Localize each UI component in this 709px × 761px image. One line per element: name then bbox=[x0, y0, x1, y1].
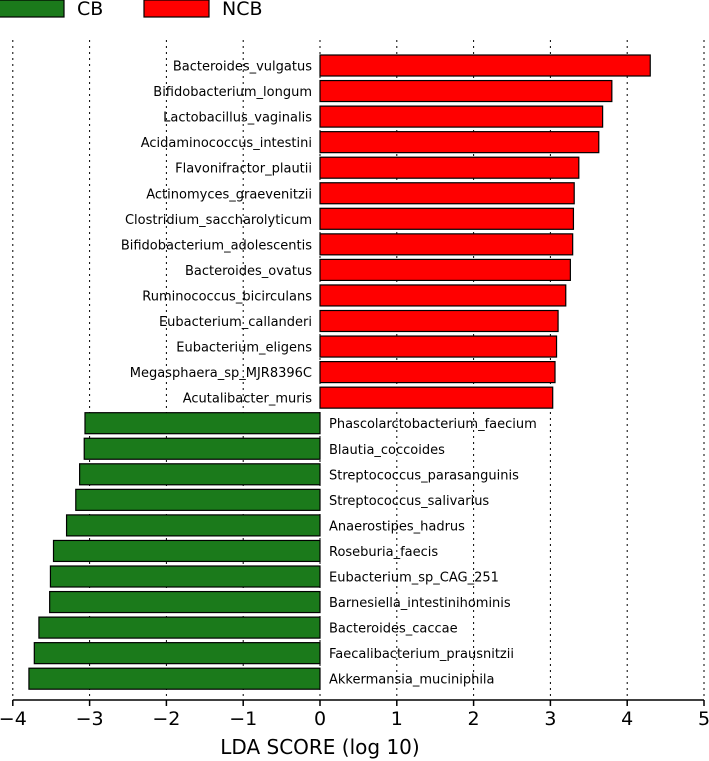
x-tick-label: 2 bbox=[468, 708, 480, 730]
bar-label: Eubacterium_sp_CAG_251 bbox=[329, 571, 499, 586]
bar bbox=[49, 565, 321, 588]
bar bbox=[319, 233, 574, 256]
bar-label: Eubacterium_eligens bbox=[176, 341, 312, 356]
x-tick-label: −2 bbox=[152, 708, 180, 730]
x-tick-label: 3 bbox=[544, 708, 556, 730]
bar-labels: Bacteroides_vulgatus Bifidobacterium_long… bbox=[121, 60, 537, 688]
bar bbox=[319, 335, 558, 358]
bar bbox=[83, 437, 321, 460]
x-tick-label: 4 bbox=[621, 708, 633, 730]
x-axis: −4 −3 −2 −1 0 1 2 3 4 5 bbox=[0, 699, 709, 730]
bar-label: Roseburia_faecis bbox=[329, 545, 438, 560]
x-tick-label: −3 bbox=[76, 708, 104, 730]
bar-label: Bacteroides_ovatus bbox=[185, 264, 312, 279]
bar bbox=[79, 463, 321, 486]
legend: CB NCB bbox=[0, 0, 263, 20]
bar bbox=[33, 642, 321, 665]
bar bbox=[319, 54, 651, 77]
bar-label: Lactobacillus_vaginalis bbox=[163, 111, 312, 126]
x-tick-label: −4 bbox=[0, 708, 27, 730]
bar-label: Bifidobacterium_longum bbox=[153, 85, 312, 100]
bar bbox=[319, 105, 604, 128]
bar bbox=[319, 361, 556, 384]
legend-label: NCB bbox=[222, 0, 263, 20]
bar-label: Megasphaera_sp_MJR8396C bbox=[130, 366, 312, 381]
bar-label: Faecalibacterium_prausnitzii bbox=[329, 647, 514, 662]
bar-label: Streptococcus_salivarius bbox=[329, 494, 489, 509]
bars bbox=[28, 54, 651, 690]
bar-label: Acutalibacter_muris bbox=[183, 392, 313, 407]
bar-label: Ruminococcus_bicirculans bbox=[142, 289, 312, 304]
bar bbox=[84, 412, 321, 435]
bar-label: Acidaminococcus_intestini bbox=[141, 136, 312, 151]
bar-label: Blautia_coccoides bbox=[329, 443, 445, 458]
legend-swatch bbox=[0, 0, 65, 18]
x-axis-title: LDA SCORE (log 10) bbox=[220, 735, 419, 759]
bar-label: Flavonifractor_plautii bbox=[175, 162, 312, 177]
bar-label: Eubacterium_callanderi bbox=[159, 315, 312, 330]
bar bbox=[319, 79, 613, 103]
bar-label: Bifidobacterium_adolescentis bbox=[121, 238, 312, 253]
bar bbox=[49, 590, 321, 614]
x-tick-label: 1 bbox=[391, 708, 403, 730]
legend-swatch bbox=[143, 0, 210, 18]
bar bbox=[52, 539, 321, 563]
bar bbox=[319, 131, 600, 154]
bar bbox=[319, 258, 571, 281]
x-tick-label: −1 bbox=[229, 708, 257, 730]
bar-label: Clostridium_saccharolyticum bbox=[125, 213, 312, 228]
bar bbox=[319, 207, 575, 230]
bar-label: Bacteroides_caccae bbox=[329, 622, 458, 637]
bar-label: Anaerostipes_hadrus bbox=[329, 519, 465, 534]
bar-label: Phascolarctobacterium_faecium bbox=[329, 417, 537, 432]
bar-label: Barnesiella_intestinihominis bbox=[329, 596, 511, 611]
bar bbox=[319, 284, 567, 307]
x-tick-label: 5 bbox=[698, 708, 709, 730]
bar bbox=[319, 386, 554, 409]
legend-label: CB bbox=[77, 0, 103, 20]
bar bbox=[65, 514, 321, 537]
bar bbox=[75, 488, 321, 511]
bar-label: Actinomyces_graevenitzii bbox=[146, 187, 312, 202]
bar bbox=[28, 667, 321, 690]
bar bbox=[38, 616, 321, 639]
bar-label: Streptococcus_parasanguinis bbox=[329, 468, 519, 483]
bar bbox=[319, 156, 580, 179]
x-tick-label: 0 bbox=[314, 708, 326, 730]
bar-label: Akkermansia_muciniphila bbox=[329, 673, 495, 688]
bar-label: Bacteroides_vulgatus bbox=[173, 60, 312, 75]
bar bbox=[319, 182, 575, 205]
bar bbox=[319, 309, 559, 333]
